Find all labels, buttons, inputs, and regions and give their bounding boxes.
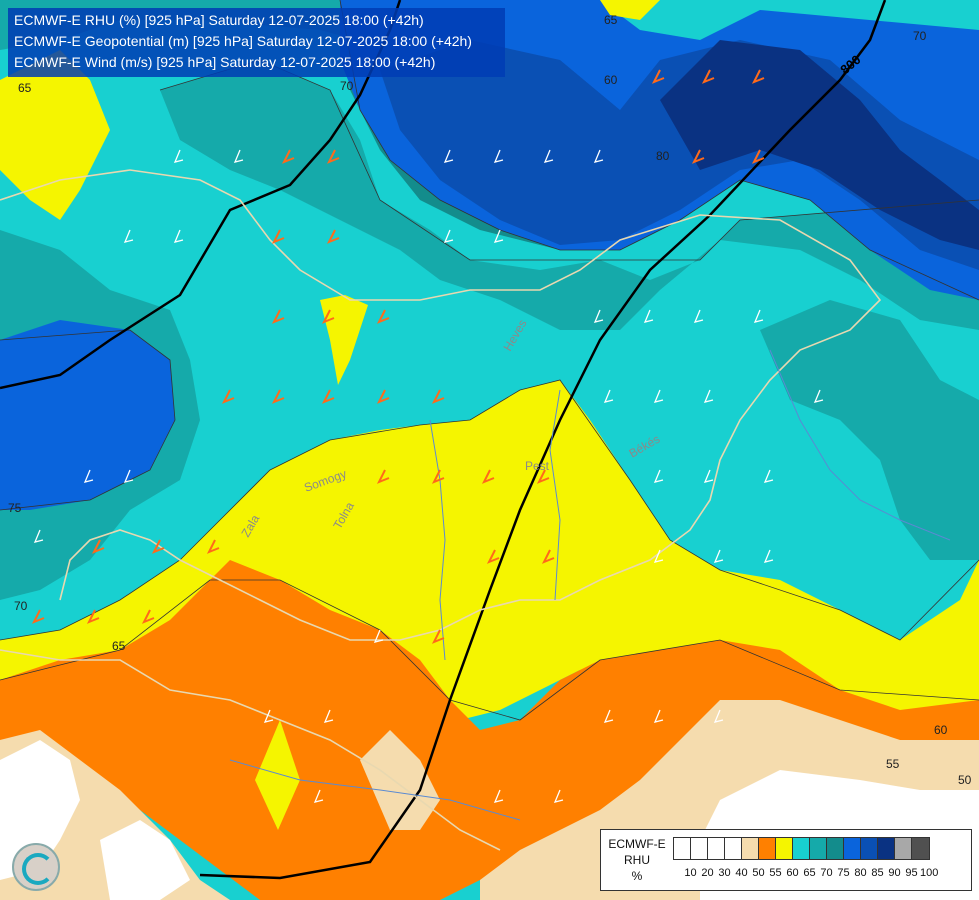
rh-60-area-small <box>320 295 368 385</box>
legend-swatch <box>827 838 844 859</box>
contour-label: 50 <box>958 773 972 787</box>
legend-tick: 10 <box>684 867 697 879</box>
legend-swatch <box>844 838 861 859</box>
rh-50-area-s <box>360 730 440 830</box>
contour-label: 70 <box>14 599 28 613</box>
legend-swatch <box>708 838 725 859</box>
place-label: Pest <box>525 459 550 473</box>
legend-tick: 95 <box>905 867 918 879</box>
legend-swatch <box>742 838 759 859</box>
legend-swatch <box>878 838 895 859</box>
rh-70-area-east <box>760 300 979 560</box>
rh-80-area-west <box>0 320 175 510</box>
contour-label: 65 <box>112 639 126 653</box>
contour-label: 65 <box>604 13 618 27</box>
contour-label: 55 <box>886 757 900 771</box>
contour-label: 65 <box>18 81 32 95</box>
country-borders <box>0 169 882 851</box>
legend-tick: 80 <box>854 867 867 879</box>
legend-tick: 55 <box>769 867 782 879</box>
rh-55-area <box>0 560 979 900</box>
wind-barbs-strong <box>31 69 765 644</box>
geopotential-line-east <box>199 0 887 880</box>
color-legend: ECMWF-E RHU % 10 20 30 40 50 55 60 65 70 75 80 85 90… <box>600 829 972 891</box>
legend-tick: 60 <box>786 867 799 879</box>
legend-swatch <box>895 838 912 859</box>
legend-ticks: 10 20 30 40 50 55 60 65 70 75 80 85 90 95 100 <box>682 867 939 879</box>
rh-60-area-n <box>600 0 660 20</box>
contour-label: 60 <box>604 73 618 87</box>
ogimet-logo-icon <box>12 843 60 891</box>
contour-label: 80 <box>656 149 670 163</box>
contour-label: 60 <box>934 723 948 737</box>
contour-label: 75 <box>8 501 22 515</box>
legend-tick: 50 <box>752 867 765 879</box>
legend-swatch <box>810 838 827 859</box>
title-wind: ECMWF-E Wind (m/s) [925 hPa] Saturday 12… <box>14 54 436 70</box>
rh-90-area <box>660 40 979 250</box>
legend-tick: 100 <box>920 867 939 879</box>
rh-low-area-sw <box>0 740 80 880</box>
legend-tick: 30 <box>718 867 731 879</box>
legend-swatches <box>673 837 930 860</box>
legend-tick: 70 <box>820 867 833 879</box>
rh-60-area-diamond <box>255 720 300 830</box>
legend-swatch <box>776 838 793 859</box>
contour-label: 70 <box>913 29 927 43</box>
legend-swatch <box>759 838 776 859</box>
legend-tick: 90 <box>888 867 901 879</box>
legend-swatch <box>725 838 742 859</box>
legend-tick: 40 <box>735 867 748 879</box>
legend-tick: 85 <box>871 867 884 879</box>
legend-swatch <box>691 838 708 859</box>
rh-low-area-sw2 <box>100 820 190 900</box>
wind-barbs-light <box>33 149 824 803</box>
legend-title: ECMWF-E RHU % <box>605 836 669 884</box>
title-geopotential: ECMWF-E Geopotential (m) [925 hPa] Satur… <box>14 33 472 49</box>
legend-title-unit: % <box>631 869 643 883</box>
legend-tick: 65 <box>803 867 816 879</box>
rivers <box>229 349 951 821</box>
logo-swirl-icon <box>22 853 54 885</box>
legend-swatch <box>793 838 810 859</box>
legend-swatch <box>861 838 878 859</box>
legend-title-model: ECMWF-E <box>608 837 666 851</box>
contour-labels: 65 70 75 65 70 65 60 55 50 60 70 80 <box>8 13 972 787</box>
map-title-box: ECMWF-E RHU (%) [925 hPa] Saturday 12-07… <box>8 8 505 77</box>
legend-tick: 20 <box>701 867 714 879</box>
legend-swatch <box>912 838 929 859</box>
legend-swatch <box>674 838 691 859</box>
title-rhu: ECMWF-E RHU (%) [925 hPa] Saturday 12-07… <box>14 12 424 28</box>
legend-title-variable: RHU <box>624 853 650 867</box>
contour-label: 70 <box>340 79 354 93</box>
legend-tick: 75 <box>837 867 850 879</box>
